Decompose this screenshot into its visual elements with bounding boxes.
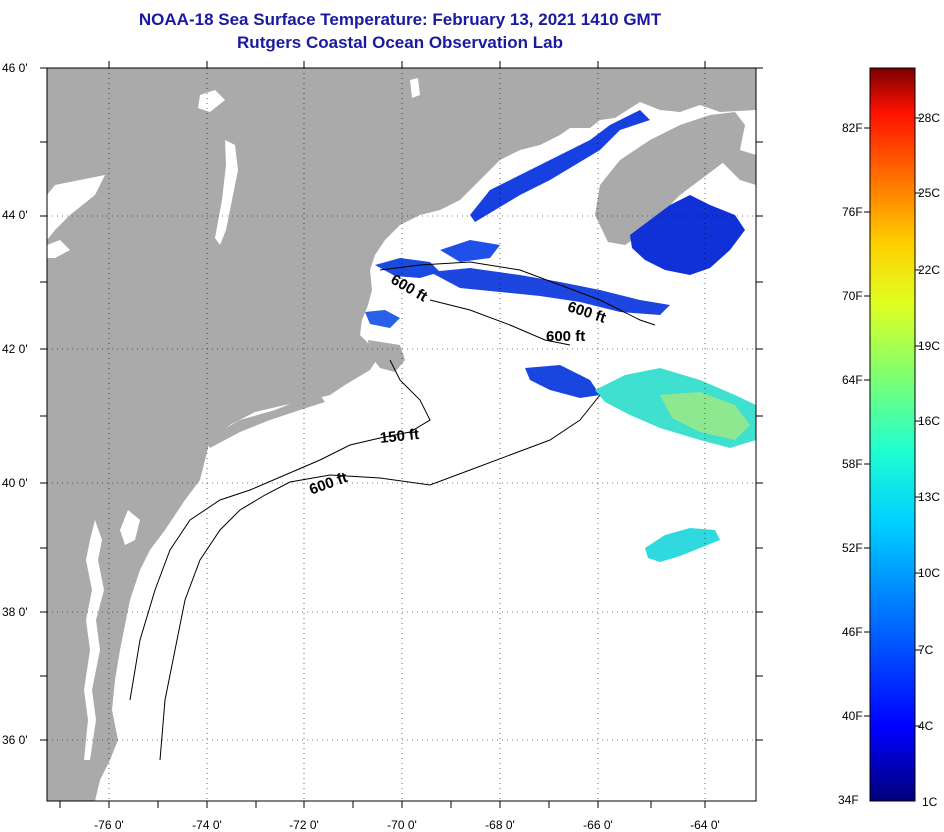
lon-label: -68 0'	[485, 818, 515, 832]
colorbar-label-c: 4C	[918, 719, 934, 733]
colorbar-label-f: 34F	[838, 793, 859, 807]
colorbar-label-c: 10C	[918, 566, 941, 580]
sst-patch-georges	[525, 365, 600, 398]
colorbar-label-f: 76F	[842, 205, 863, 219]
colorbar-label-f: 82F	[842, 121, 863, 135]
lake	[410, 78, 420, 98]
colorbar-label-f: 52F	[842, 541, 863, 555]
sst-patch-cape	[365, 310, 400, 328]
lon-label: -76 0'	[94, 818, 124, 832]
sst-patch-bay-of-fundy	[630, 195, 745, 275]
sst-patch-eddy	[645, 528, 720, 562]
lon-label: -70 0'	[387, 818, 417, 832]
long-island	[205, 395, 325, 448]
colorbar-label-f: 46F	[842, 625, 863, 639]
grid-lines	[47, 68, 756, 801]
colorbar-label-c: 13C	[918, 490, 941, 504]
lat-label: 38 0'	[2, 605, 28, 619]
lat-label: 42 0'	[2, 342, 28, 356]
colorbar-label-c: 7C	[918, 643, 934, 657]
land-mainland	[47, 68, 756, 801]
colorbar-ticks	[864, 117, 921, 727]
colorbar-label-c: 25C	[918, 186, 941, 200]
cape-breton	[720, 150, 756, 185]
lat-label: 36 0'	[2, 733, 28, 747]
lake	[47, 175, 105, 240]
map-title: NOAA-18 Sea Surface Temperature: Februar…	[138, 10, 662, 29]
chesapeake-bay	[84, 520, 104, 760]
colorbar-label-f: 58F	[842, 457, 863, 471]
colorbar-label-c: 16C	[918, 414, 941, 428]
nova-scotia	[595, 112, 745, 245]
sst-patch-warm	[660, 392, 750, 440]
lat-label: 46 0'	[2, 61, 28, 75]
lake	[198, 90, 225, 112]
colorbar-label-c: 19C	[918, 339, 941, 353]
lon-label: -74 0'	[192, 818, 222, 832]
colorbar-label-f: 70F	[842, 289, 863, 303]
colorbar-label-f: 64F	[842, 373, 863, 387]
colorbar-label-f: 40F	[842, 709, 863, 723]
sst-patch-west	[375, 258, 440, 278]
colorbar-label-c: 1C	[922, 795, 938, 809]
lat-label: 44 0'	[2, 208, 28, 222]
colorbar-label-c: 22C	[918, 263, 941, 277]
lon-label: -66 0'	[583, 818, 613, 832]
lon-label: -72 0'	[289, 818, 319, 832]
contour-label: 600 ft	[546, 328, 586, 345]
sst-patch-mid	[430, 268, 670, 315]
tick-marks	[40, 61, 763, 808]
sst-patch-gulf-maine-north	[470, 110, 650, 222]
colorbar	[869, 67, 916, 802]
cape-cod	[368, 340, 405, 372]
map-subtitle: Rutgers Coastal Ocean Observation Lab	[237, 33, 563, 52]
colorbar-label-c: 28C	[918, 111, 941, 125]
lat-label: 40 0'	[2, 476, 28, 490]
lake	[47, 240, 70, 258]
delaware-bay	[120, 510, 140, 545]
isobaths	[129, 261, 656, 761]
sst-patch-central	[440, 240, 500, 262]
lake	[215, 140, 238, 245]
lon-label: -64 0'	[690, 818, 720, 832]
